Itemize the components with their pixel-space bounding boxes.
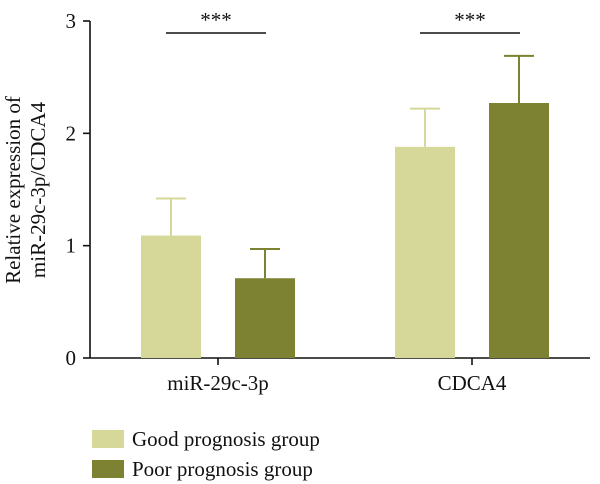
bar-poor-0 [235, 278, 295, 358]
y-tick-label: 3 [66, 9, 77, 33]
legend-label-good: Good prognosis group [132, 426, 320, 451]
significance-label: *** [200, 8, 232, 32]
bar-good-1 [395, 146, 455, 358]
bars [141, 54, 549, 359]
significance-label: *** [454, 8, 486, 32]
y-tick-label: 1 [66, 234, 77, 258]
legend-item-good: Good prognosis group [92, 424, 320, 454]
bar-good-0 [141, 235, 201, 358]
significance-markers: *** *** [166, 8, 520, 34]
x-tick-labels: miR-29c-3p CDCA4 [167, 371, 507, 395]
bar-chart: Relative expression of miR-29c-3p/CDCA4 … [1, 8, 590, 395]
y-axis-label-line2: miR-29c-3p/CDCA4 [26, 101, 50, 278]
x-tick-label: CDCA4 [438, 371, 507, 395]
y-tick-label: 0 [66, 346, 77, 370]
legend-swatch-poor [92, 460, 124, 478]
legend: Good prognosis group Poor prognosis grou… [92, 424, 320, 484]
legend-label-poor: Poor prognosis group [132, 456, 313, 481]
bar-poor-1 [489, 103, 549, 359]
x-tick-label: miR-29c-3p [167, 371, 268, 395]
y-axis-label: Relative expression of miR-29c-3p/CDCA4 [1, 96, 50, 284]
legend-item-poor: Poor prognosis group [92, 454, 320, 484]
y-axis-label-line1: Relative expression of [1, 96, 25, 284]
y-tick-label: 2 [66, 121, 77, 145]
legend-swatch-good [92, 430, 124, 448]
